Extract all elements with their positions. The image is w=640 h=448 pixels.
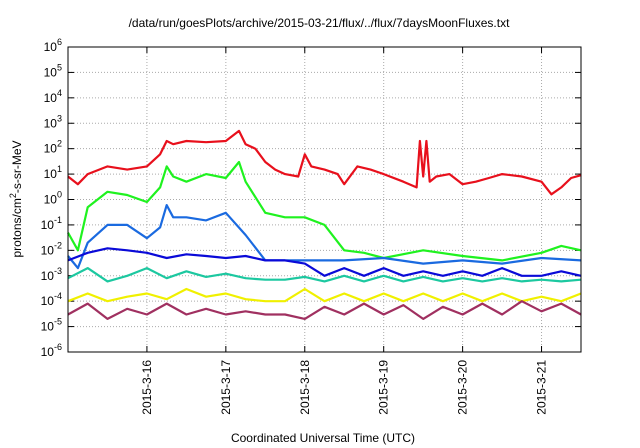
x-tick-label: 2015-3-21 <box>535 360 549 415</box>
series-line-7 <box>67 300 582 320</box>
chart-title: /data/run/goesPlots/archive/2015-03-21/f… <box>129 16 511 30</box>
y-tick-label: 10-3 <box>41 266 62 283</box>
x-axis-label: Coordinated Universal Time (UTC) <box>231 431 415 445</box>
x-tick-label: 2015-3-17 <box>219 360 233 415</box>
y-tick-label: 10-6 <box>41 342 62 359</box>
y-tick-label: 104 <box>44 88 62 105</box>
y-tick-label: 106 <box>44 37 62 54</box>
series-line-3 <box>67 204 582 270</box>
y-tick-label: 102 <box>44 139 62 156</box>
series-line-2 <box>67 160 582 262</box>
plot-frame <box>67 46 582 353</box>
data-series <box>67 129 582 320</box>
x-tick-label: 2015-3-16 <box>140 360 154 415</box>
series-line-5 <box>67 267 582 283</box>
series-line-1 <box>67 129 582 196</box>
x-tick-label: 2015-3-18 <box>298 360 312 415</box>
y-tick-label: 10-2 <box>41 240 62 257</box>
y-tick-label: 10-1 <box>41 215 62 232</box>
series-line-4 <box>67 247 582 277</box>
y-tick-label: 10-5 <box>41 317 62 334</box>
x-tick-label: 2015-3-19 <box>377 360 391 415</box>
y-tick-label: 100 <box>44 190 62 207</box>
y-tick-label: 10-4 <box>41 291 62 308</box>
y-tick-label: 105 <box>44 62 62 79</box>
y-axis-label: protons/cm2-s-sr-MeV <box>8 140 24 257</box>
y-tick-label: 103 <box>44 113 62 130</box>
y-tick-label: 101 <box>44 164 62 181</box>
series-line-6 <box>67 287 582 303</box>
x-axis-ticks: 2015-3-16 2015-3-17 2015-3-18 2015-3-19 2015… <box>140 47 549 415</box>
x-tick-label: 2015-3-20 <box>456 360 470 415</box>
